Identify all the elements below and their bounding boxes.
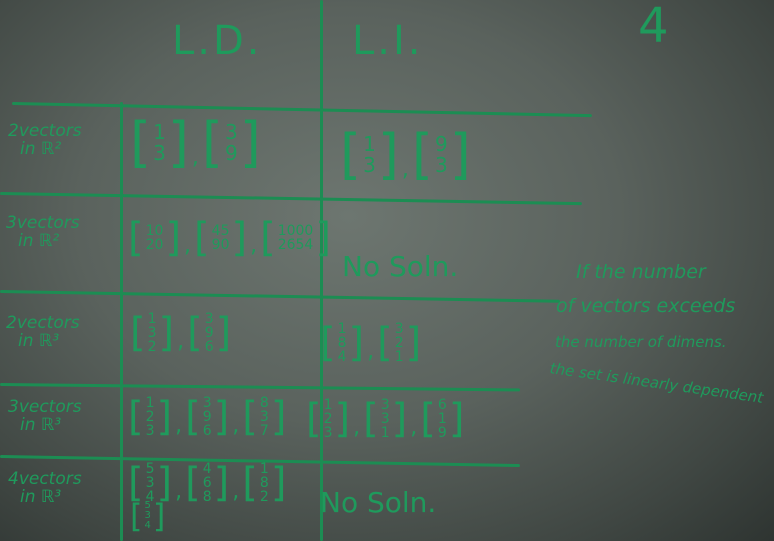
note-line-4: the set is linearly dependent xyxy=(548,359,765,407)
row-label-1: 2vectors in ℝ² xyxy=(8,121,82,159)
vector: 1000 2654 xyxy=(277,223,314,253)
row4-li-vectors: [1 2 3] , [3 3 1] , [6 1 9] xyxy=(306,396,465,442)
row-label-5: 4vectors in ℝ³ xyxy=(8,469,82,507)
row-label-3: 2vectors in ℝ³ xyxy=(6,313,80,351)
row5-ld-vector-extra: [5 3 4] xyxy=(130,497,166,535)
row2-li-no-solution: No Soln. xyxy=(342,250,459,283)
row3-ld-vectors: [1 3 2] , [3 9 6] xyxy=(130,310,232,356)
row5-li-no-solution: No Soln. xyxy=(320,486,437,519)
row-label-4: 3vectors in ℝ³ xyxy=(8,397,82,435)
note-line-2: of vectors exceeds xyxy=(556,295,736,317)
corner-mark: 4 xyxy=(638,0,669,54)
row2-ld-vectors: [10 20] , [45 90] , [1000 2654] xyxy=(128,215,331,261)
header-linearly-independent: L.I. xyxy=(352,18,424,64)
row-line-2 xyxy=(0,192,582,206)
row4-ld-vectors: [1 2 3] , [3 9 6] , [8 3 7] xyxy=(128,394,287,440)
row-line-4 xyxy=(0,383,520,392)
vertical-divider-center xyxy=(320,0,323,541)
row-label-2: 3vectors in ℝ² xyxy=(6,213,80,251)
row1-ld-vectors: [1 3] , [3 9] xyxy=(130,111,261,174)
vertical-divider-left xyxy=(120,102,123,541)
vector: 10 20 xyxy=(145,223,164,253)
row-line-3 xyxy=(0,290,560,303)
row5-ld-vectors: [5 3 4] , [4 6 8] , [1 8 2] xyxy=(128,460,287,506)
note-line-3: the number of dimens. xyxy=(555,333,727,351)
row-line-1 xyxy=(11,102,592,118)
note-line-1: If the number xyxy=(576,261,706,283)
row1-li-vectors: [1 3] , [9 3] xyxy=(340,123,471,186)
vector: 45 90 xyxy=(211,223,230,253)
row3-li-vectors: [1 8 4] , [3 2 1] xyxy=(320,320,422,366)
header-linearly-dependent: L.D. xyxy=(172,18,263,64)
